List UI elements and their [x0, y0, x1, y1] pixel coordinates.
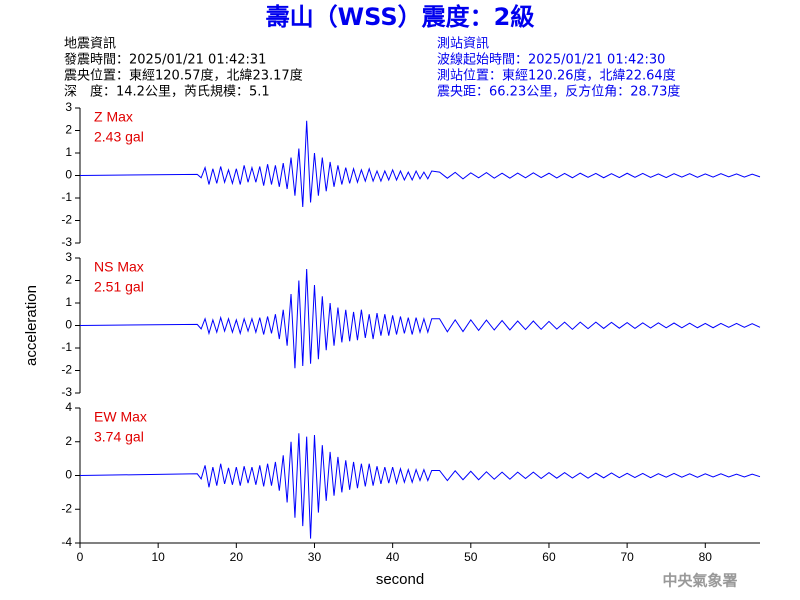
y-tick-label: -4	[61, 535, 72, 549]
waveform	[79, 268, 761, 369]
y-tick-label: 3	[65, 100, 72, 114]
y-tick-label: 3	[65, 250, 72, 264]
y-tick-label: 1	[65, 145, 72, 159]
x-tick-label: 70	[620, 550, 634, 564]
chart-title: 壽山（WSS）震度：2級	[266, 3, 535, 31]
station-info: 震央距：66.23公里，反方位角：28.73度	[437, 84, 680, 100]
y-tick-label: -2	[61, 363, 72, 377]
y-tick-label: 4	[65, 400, 72, 414]
y-tick-label: 2	[65, 434, 72, 448]
footer-logo: 中央氣象署	[662, 572, 737, 590]
waveform	[79, 120, 761, 208]
y-tick-label: 1	[65, 295, 72, 309]
y-tick-label: 2	[65, 273, 72, 287]
station-info: 測站資訊	[437, 37, 489, 52]
event-info: 地震資訊	[64, 37, 116, 52]
event-info: 發震時間：2025/01/21 01:42:31	[64, 53, 266, 68]
y-tick-label: -3	[61, 235, 72, 249]
y-tick-label: 0	[65, 318, 72, 332]
station-info: 測站位置：東經120.26度，北緯22.64度	[437, 68, 676, 84]
y-tick-label: -1	[61, 190, 72, 204]
y-tick-label: -1	[61, 340, 72, 354]
y-tick-label: 2	[65, 123, 72, 137]
annotation: 3.74 gal	[94, 429, 144, 445]
annotation: EW Max	[94, 409, 147, 425]
y-tick-label: 0	[65, 468, 72, 482]
x-tick-label: 30	[308, 550, 322, 564]
event-info: 深 度：14.2公里，芮氏規模：5.1	[64, 84, 270, 100]
x-tick-label: 80	[699, 550, 713, 564]
y-tick-label: -2	[61, 213, 72, 227]
x-tick-label: 20	[230, 550, 244, 564]
event-info: 震央位置：東經120.57度，北緯23.17度	[64, 68, 303, 84]
y-tick-label: -3	[61, 385, 72, 399]
annotation: Z Max	[94, 109, 133, 125]
annotation: 2.51 gal	[94, 279, 144, 295]
x-tick-label: 0	[77, 550, 84, 564]
y-tick-label: -2	[61, 501, 72, 515]
x-tick-label: 40	[386, 550, 400, 564]
waveform	[79, 433, 761, 539]
x-tick-label: 10	[151, 550, 165, 564]
y-axis-label: acceleration	[23, 285, 40, 366]
y-tick-label: 0	[65, 168, 72, 182]
annotation: NS Max	[94, 259, 144, 275]
x-tick-label: 60	[542, 550, 556, 564]
x-axis-label: second	[376, 571, 424, 588]
station-info: 波線起始時間：2025/01/21 01:42:30	[437, 52, 665, 68]
annotation: 2.43 gal	[94, 129, 144, 145]
x-tick-label: 50	[464, 550, 478, 564]
